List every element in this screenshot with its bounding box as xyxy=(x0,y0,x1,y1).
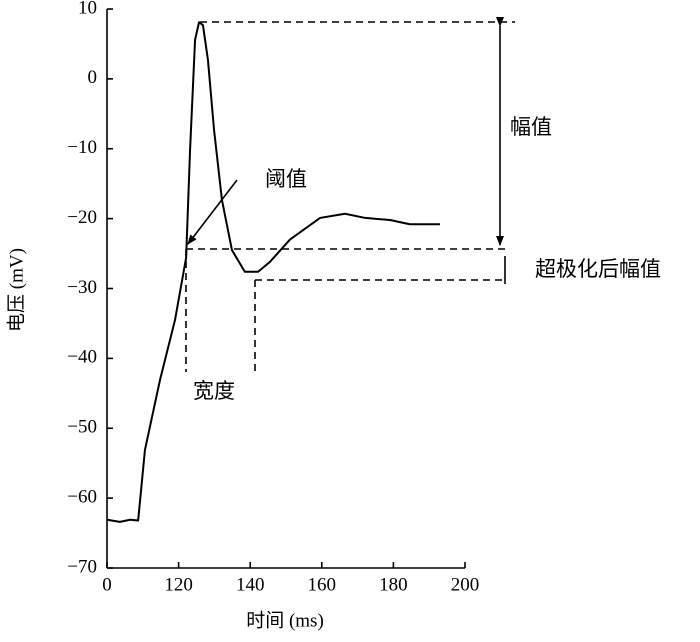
y-tick-label: −70 xyxy=(67,556,97,577)
y-tick-label: 10 xyxy=(78,0,97,18)
x-tick-label: 160 xyxy=(308,574,337,595)
annotation: 阈值 xyxy=(265,167,307,191)
y-tick-label: 0 xyxy=(88,67,98,88)
annotation: 宽度 xyxy=(193,379,235,403)
y-tick-label: −40 xyxy=(67,347,97,368)
x-tick-label: 180 xyxy=(379,574,408,595)
line xyxy=(106,21,440,523)
y-tick-label: −10 xyxy=(67,137,97,158)
y-tick-label: −20 xyxy=(67,207,97,228)
y-axis-label: 电压 (mV) xyxy=(5,248,27,332)
x-axis-label: 时间 (ms) xyxy=(246,609,324,631)
x-tick-label: 120 xyxy=(164,574,193,595)
x-tick-label: 0 xyxy=(102,574,112,595)
x-tick-label: 200 xyxy=(451,574,480,595)
y-tick-label: −60 xyxy=(67,486,97,507)
annotation: 幅值 xyxy=(510,115,552,139)
y-tick-label: −30 xyxy=(67,277,97,298)
threshold-arrow xyxy=(187,179,238,245)
y-tick-label: −50 xyxy=(67,417,97,438)
x-tick-label: 140 xyxy=(236,574,265,595)
annotation: 超极化后幅值 xyxy=(535,257,661,281)
